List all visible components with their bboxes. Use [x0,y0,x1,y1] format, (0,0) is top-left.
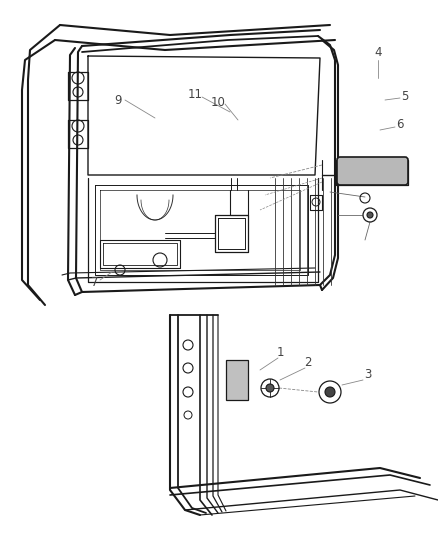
Text: 5: 5 [401,90,409,102]
Circle shape [266,384,274,392]
Text: 4: 4 [374,45,382,59]
Bar [226,360,248,400]
Text: 6: 6 [396,118,404,132]
Text: 7: 7 [91,276,99,288]
Text: 2: 2 [304,356,312,368]
FancyBboxPatch shape [337,157,408,185]
Text: 11: 11 [187,88,202,101]
Text: 10: 10 [211,95,226,109]
Circle shape [367,212,373,218]
Text: 3: 3 [364,368,372,382]
Text: 9: 9 [114,93,122,107]
Text: 1: 1 [276,345,284,359]
Circle shape [325,387,335,397]
